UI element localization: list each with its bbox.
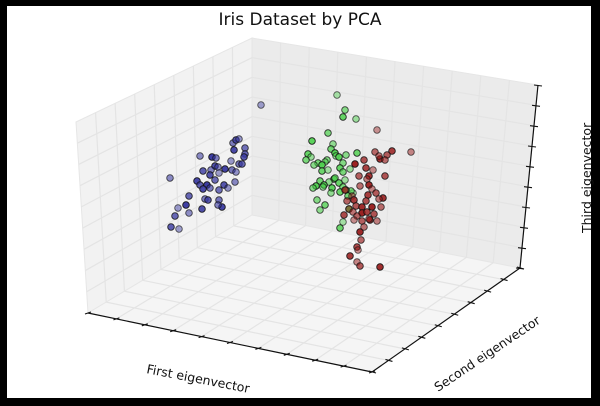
data-point [355,172,363,180]
data-point [388,147,396,155]
data-point [167,223,175,231]
data-point [319,183,327,191]
data-point [356,228,364,236]
data-point [166,174,174,182]
data-point [375,152,383,160]
data-point [214,163,222,171]
x-axis-label: First eigenvector [145,361,251,396]
gridlines [77,42,537,367]
data-point [175,225,183,233]
data-point [215,169,223,177]
data-point [333,91,341,99]
data-point [224,184,232,192]
data-point [257,101,265,109]
data-point [352,202,360,210]
data-point [231,178,239,186]
data-point [212,154,220,162]
data-point [360,223,368,231]
data-point [308,137,316,145]
data-point [341,106,349,114]
data-point [324,166,332,174]
data-point [346,165,354,173]
y-axis-label: Second eigenvector [431,312,543,394]
data-point [240,153,248,161]
data-point [351,160,359,168]
data-point [302,156,310,164]
scatter-points [166,91,415,271]
data-point [365,215,373,223]
z-axis-line [519,84,539,269]
data-point [369,166,377,174]
data-point [373,217,381,225]
data-point [199,185,207,193]
data-point [211,176,219,184]
data-point [362,197,370,205]
data-point [206,171,214,179]
data-point [341,186,349,194]
data-point [214,201,222,209]
data-point [215,186,223,194]
data-point [196,152,204,160]
data-point [356,262,364,270]
data-point [376,263,384,271]
data-point [343,197,351,205]
data-point [199,167,207,175]
data-point [309,184,317,192]
data-point [221,165,229,173]
data-point [356,182,364,190]
data-point [350,216,358,224]
data-point [171,212,179,220]
data-point [182,201,190,209]
data-point [198,205,206,213]
data-point [310,161,318,169]
data-point [238,160,246,168]
data-point [316,206,324,214]
data-point [362,164,370,172]
data-point [342,151,350,159]
data-point [381,156,389,164]
data-point [321,201,329,209]
data-point [313,196,321,204]
data-point [185,209,193,217]
axis-ticks [84,84,543,374]
chart-title: Iris Dataset by PCA [218,10,382,30]
data-point [235,135,243,143]
data-point [327,189,335,197]
data-point [354,246,362,254]
data-point [227,157,235,165]
data-point [174,204,182,212]
data-point [335,153,343,161]
data-point [377,203,385,211]
z-axis-label: Third eigenvector [579,122,594,234]
data-point [372,189,380,197]
data-point [381,172,389,180]
data-point [363,208,371,216]
data-point [373,126,381,134]
data-point [206,184,214,192]
data-point [339,168,347,176]
data-point [331,174,339,182]
data-point [339,113,347,121]
data-point [324,129,332,137]
data-point [375,195,383,203]
data-point [407,148,415,156]
data-point [357,236,365,244]
data-point [360,156,368,164]
y-axis-line [371,267,521,373]
data-point [352,115,360,123]
data-point [185,192,193,200]
data-point [204,196,212,204]
data-point [318,167,326,175]
data-point [370,210,378,218]
data-point [232,168,240,176]
data-point [353,149,361,157]
data-point [368,203,376,211]
data-point [230,146,238,154]
data-point [339,218,347,226]
data-point [340,211,348,219]
data-point [336,224,344,232]
data-point [346,252,354,260]
data-point [341,176,349,184]
